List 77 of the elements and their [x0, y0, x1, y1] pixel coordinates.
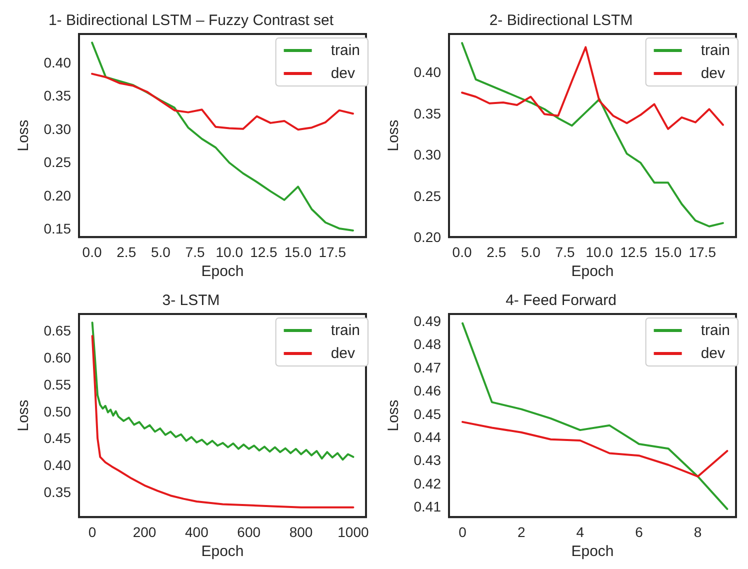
- x-tick-label: 4: [576, 524, 584, 540]
- legend-label: dev: [330, 65, 356, 82]
- y-tick-label: 0.15: [44, 220, 72, 236]
- line-series: [462, 420, 728, 478]
- x-tick-label: 6: [635, 524, 644, 540]
- x-tick-label: 7.5: [555, 244, 575, 260]
- x-tick-label: 10.0: [216, 244, 244, 260]
- y-tick-label: 0.49: [414, 312, 442, 329]
- y-tick-label: 0.40: [44, 54, 72, 71]
- x-axis-title: Epoch: [571, 263, 614, 280]
- y-tick-label: 0.40: [414, 64, 442, 80]
- legend-label: dev: [700, 65, 726, 82]
- x-tick-label: 2: [517, 524, 526, 540]
- line-series: [462, 322, 728, 510]
- y-tick-label: 0.46: [414, 382, 442, 399]
- y-tick-label: 0.41: [414, 498, 442, 515]
- x-tick-label: 0.0: [452, 244, 472, 260]
- y-tick-label: 0.40: [44, 456, 72, 473]
- legend-label: train: [700, 322, 730, 339]
- legend-label: dev: [700, 345, 726, 362]
- chart-title: 3- LSTM: [162, 292, 220, 309]
- y-tick-label: 0.55: [44, 376, 72, 392]
- x-tick-label: 600: [237, 524, 261, 540]
- y-tick-label: 0.20: [44, 187, 72, 204]
- x-tick-label: 15.0: [284, 244, 312, 260]
- y-axis-title: Loss: [15, 400, 32, 432]
- x-tick-label: 800: [289, 524, 313, 540]
- chart-title: 4- Feed Forward: [506, 292, 616, 309]
- y-tick-label: 0.25: [44, 154, 72, 170]
- y-tick-label: 0.35: [44, 88, 72, 104]
- x-tick-label: 17.5: [318, 244, 346, 260]
- x-tick-label: 8: [694, 524, 702, 540]
- x-tick-label: 0: [458, 524, 467, 540]
- y-axis-title: Loss: [385, 400, 402, 432]
- x-tick-label: 12.5: [620, 244, 648, 260]
- y-tick-label: 0.25: [414, 188, 442, 204]
- chart-title: 1- Bidirectional LSTM – Fuzzy Contrast set: [48, 12, 334, 29]
- legend-label: dev: [330, 345, 356, 362]
- x-tick-label: 200: [132, 524, 156, 540]
- x-axis-title: Epoch: [201, 263, 244, 280]
- y-tick-label: 0.30: [414, 146, 442, 163]
- y-tick-label: 0.48: [414, 336, 442, 352]
- x-tick-label: 1000: [338, 524, 369, 540]
- y-tick-label: 0.60: [44, 350, 72, 366]
- x-axis-title: Epoch: [571, 543, 614, 560]
- y-tick-label: 0.44: [414, 429, 442, 446]
- y-tick-label: 0.47: [414, 359, 442, 376]
- y-tick-label: 0.65: [44, 322, 72, 339]
- y-tick-label: 0.20: [414, 229, 442, 246]
- x-tick-label: 17.5: [688, 244, 716, 260]
- x-tick-label: 5.0: [520, 244, 541, 260]
- y-tick-label: 0.43: [414, 452, 442, 468]
- y-tick-label: 0.50: [44, 403, 72, 420]
- x-tick-label: 2.5: [116, 244, 136, 260]
- y-tick-label: 0.35: [414, 105, 442, 122]
- legend-label: train: [330, 322, 360, 339]
- legend-label: train: [700, 42, 730, 59]
- x-tick-label: 10.0: [586, 244, 614, 260]
- y-tick-label: 0.42: [414, 475, 442, 492]
- legend-label: train: [330, 42, 360, 59]
- y-tick-label: 0.30: [44, 120, 72, 137]
- x-axis-title: Epoch: [201, 543, 244, 560]
- chart-title: 2- Bidirectional LSTM: [489, 12, 633, 29]
- x-tick-label: 400: [184, 524, 209, 540]
- line-series: [91, 335, 354, 508]
- y-tick-label: 0.45: [414, 406, 442, 422]
- y-tick-label: 0.35: [44, 484, 72, 500]
- x-tick-label: 0.0: [82, 244, 102, 260]
- x-tick-label: 7.5: [185, 244, 205, 260]
- y-axis-title: Loss: [15, 120, 32, 152]
- x-tick-label: 5.0: [150, 244, 171, 260]
- x-tick-label: 15.0: [654, 244, 682, 260]
- x-tick-label: 12.5: [250, 244, 278, 260]
- y-tick-label: 0.45: [44, 430, 72, 446]
- x-tick-label: 0: [88, 524, 96, 540]
- y-axis-title: Loss: [385, 120, 402, 152]
- x-tick-label: 2.5: [486, 244, 506, 260]
